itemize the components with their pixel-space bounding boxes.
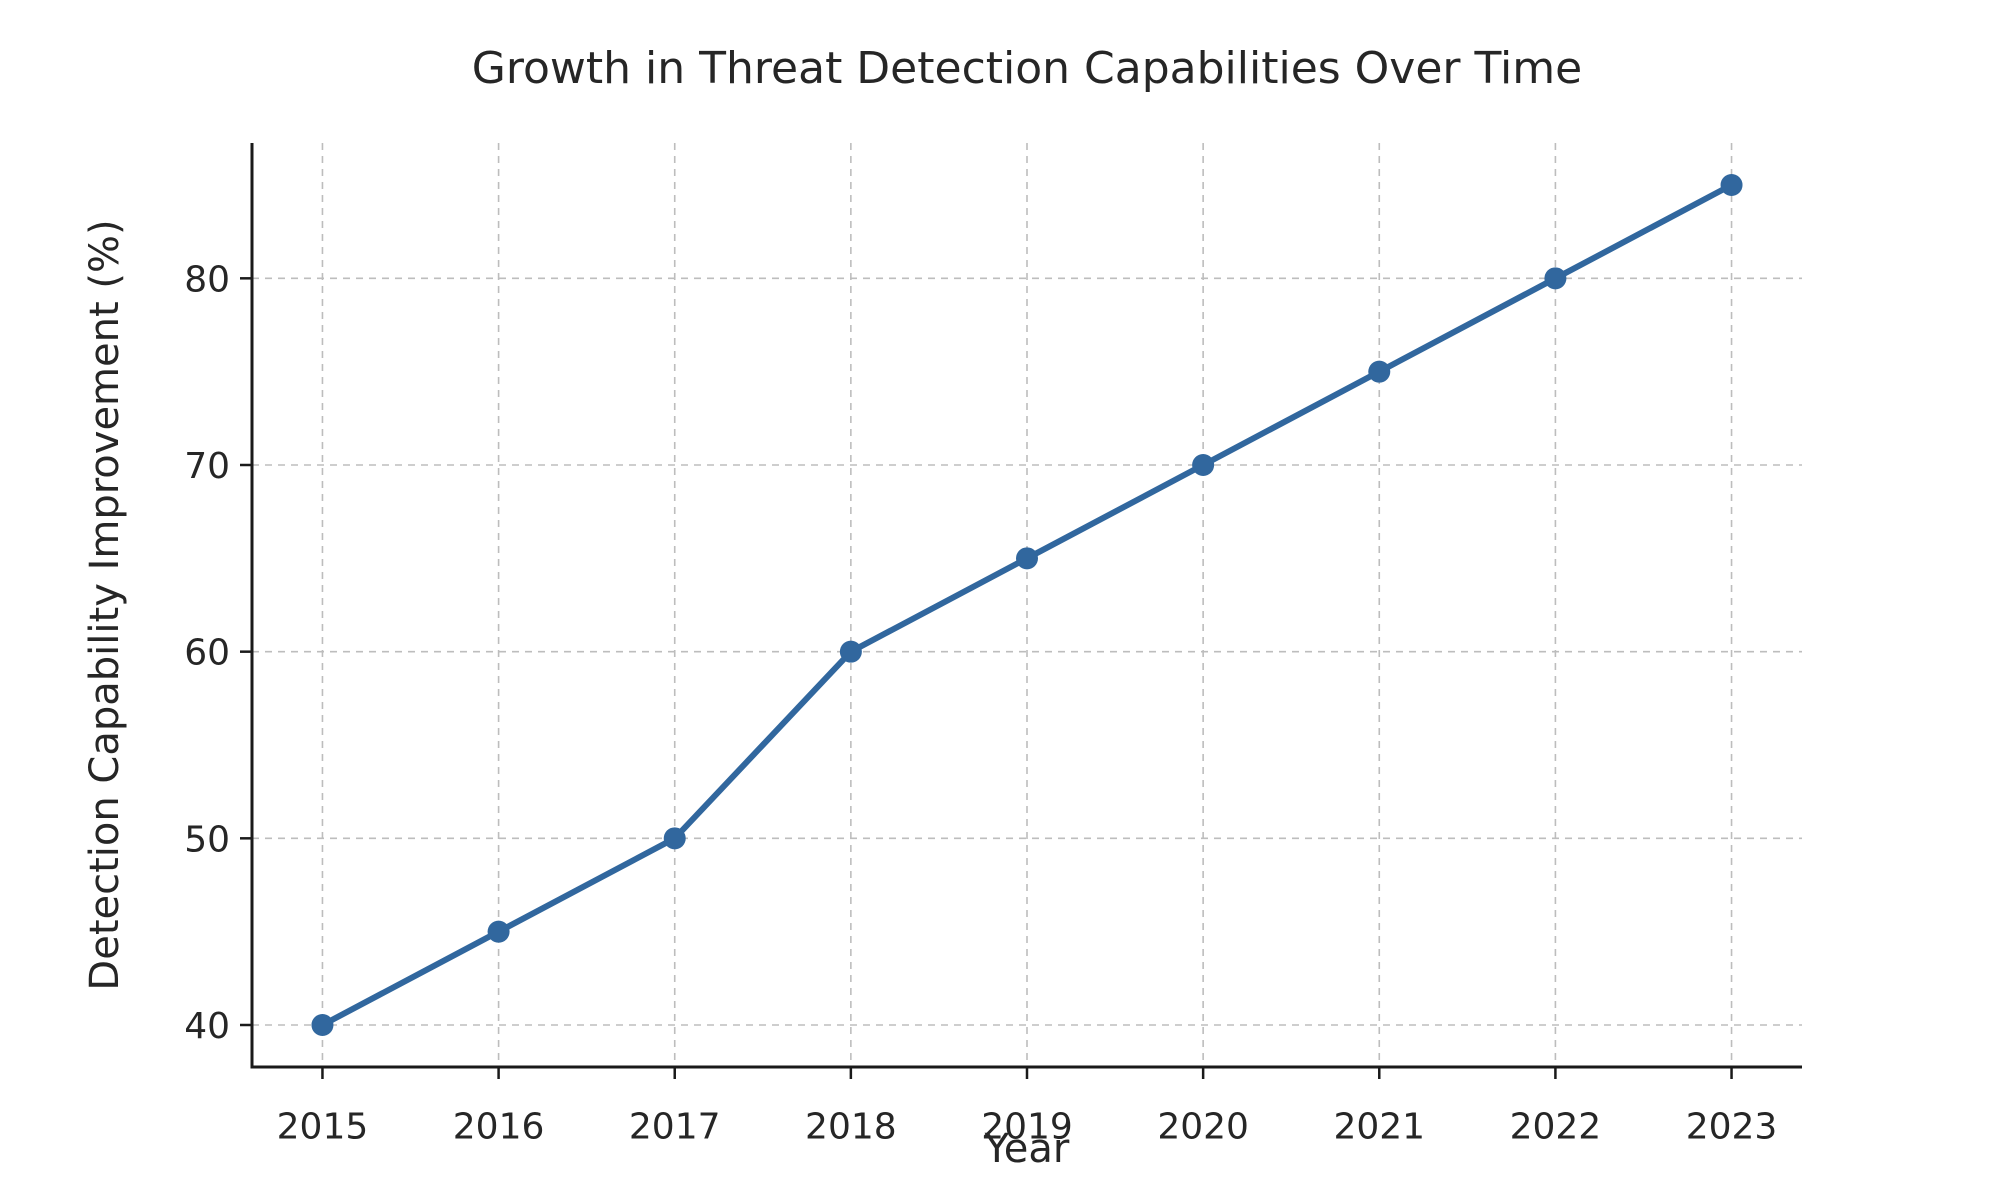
gridlines — [252, 143, 1802, 1067]
x-tick-label: 2023 — [1686, 1107, 1778, 1148]
y-tick-label: 50 — [184, 819, 230, 860]
x-axis-label: Year — [984, 1126, 1070, 1172]
data-point-markers — [311, 174, 1743, 1036]
x-tick-label: 2017 — [629, 1107, 721, 1148]
x-tick-label: 2016 — [453, 1107, 545, 1148]
data-point-marker — [1720, 174, 1743, 196]
x-tick-label: 2019 — [981, 1107, 1073, 1148]
y-tick-label: 80 — [184, 259, 230, 300]
data-point-marker — [311, 1014, 334, 1036]
y-tick-label: 60 — [184, 633, 230, 674]
x-tick-label: 2021 — [1333, 1107, 1425, 1148]
x-tick-label: 2020 — [1157, 1107, 1249, 1148]
data-point-marker — [839, 640, 862, 663]
data-point-marker — [1368, 360, 1391, 383]
data-point-marker — [487, 920, 510, 943]
x-tick-label: 2018 — [805, 1107, 897, 1148]
data-point-marker — [1544, 267, 1567, 290]
y-axis-label: Detection Capability Improvement (%) — [82, 219, 128, 990]
x-tick-label: 2015 — [277, 1107, 369, 1148]
y-tick-label: 70 — [184, 446, 230, 487]
chart-title: Growth in Threat Detection Capabilities … — [472, 43, 1582, 94]
axis-ticks — [240, 277, 1733, 1079]
x-tick-labels: 2015 2016 2017 2018 2019 2020 2021 2022 2023 — [277, 1107, 1778, 1148]
y-tick-labels: 40 50 60 70 80 — [184, 259, 230, 1047]
data-point-marker — [663, 827, 686, 850]
data-point-marker — [1016, 547, 1038, 570]
y-tick-label: 40 — [184, 1006, 230, 1047]
data-point-marker — [1192, 454, 1215, 476]
x-tick-label: 2022 — [1510, 1107, 1602, 1148]
